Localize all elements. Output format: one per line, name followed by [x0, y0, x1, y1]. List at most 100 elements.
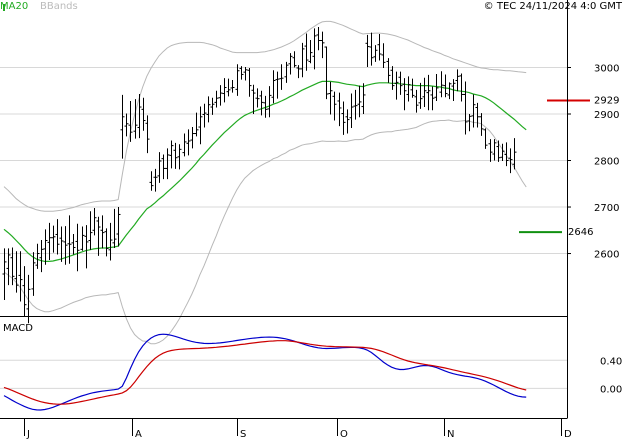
ohlc-bar — [381, 43, 386, 68]
ohlc-bar — [141, 97, 146, 131]
copyright-note: © TEC 24/11/2024 4:0 GMT — [484, 1, 623, 12]
ohlc-bar — [18, 251, 23, 302]
price-tick-label: 2700 — [594, 203, 619, 214]
ohlc-bar — [218, 85, 223, 106]
ohlc-bar — [198, 106, 203, 145]
ohlc-bar — [328, 81, 333, 115]
ohlc-bar — [279, 64, 284, 90]
ohlc-bar — [128, 100, 133, 142]
ohlc-bar — [369, 32, 374, 66]
macd-grid — [0, 359, 567, 389]
ohlc-bar — [332, 91, 337, 121]
ohlc-bar — [100, 215, 105, 249]
ohlc-bar — [133, 99, 138, 139]
ohlc-bar — [271, 70, 276, 104]
levels — [519, 99, 590, 234]
ohlc-bar — [239, 66, 244, 80]
ohlc-bar — [296, 65, 301, 79]
ohlc-bar — [63, 226, 68, 265]
ohlc-bar — [467, 114, 472, 132]
ohlc-bar — [479, 113, 484, 136]
ohlc-bar — [88, 211, 93, 250]
time-tick-label: A — [135, 429, 142, 440]
ohlc-bar — [47, 222, 52, 261]
ohlc-bar — [39, 240, 44, 273]
ohlc-bar — [75, 223, 80, 272]
ohlc-bar — [31, 252, 36, 296]
ohlc-bar — [194, 112, 199, 137]
ohlc-bar — [226, 78, 231, 97]
ohlc-bar — [112, 208, 117, 248]
ohlc-bar — [169, 140, 174, 169]
ohlc-bar — [414, 89, 419, 113]
ohlc-bar — [2, 248, 7, 301]
time-tick-label: S — [240, 429, 246, 440]
ohlc-bar — [137, 94, 142, 139]
ohlc-bar — [157, 152, 162, 183]
ohlc-bar — [430, 86, 435, 111]
ohlc-bar — [67, 215, 72, 264]
ohlc-bar — [410, 78, 415, 98]
time-tick-label: J — [26, 429, 30, 440]
price-tick-label: 2800 — [594, 157, 619, 168]
ohlc-bar — [488, 139, 493, 162]
ohlc-bar — [377, 34, 382, 61]
ohlc-bar — [492, 139, 497, 161]
ohlc-bar — [390, 66, 395, 90]
ohlc-bar — [71, 234, 76, 255]
ohlc-bar — [398, 71, 403, 95]
price-tick-label: 2900 — [594, 110, 619, 121]
ohlc-bar — [439, 71, 444, 98]
ohlc-bar — [459, 73, 464, 102]
ohlc-bar — [14, 251, 19, 293]
ohlc-bar — [353, 89, 358, 120]
ohlc-bar — [337, 92, 342, 127]
ohlc-bar — [259, 90, 264, 116]
ohlc-bar — [108, 222, 113, 261]
ohlc-bar — [22, 266, 27, 317]
ohlc-bar — [312, 28, 317, 70]
ohlc-bar — [463, 81, 468, 135]
ohlc-bar — [386, 58, 391, 83]
ohlc-bar — [96, 216, 101, 256]
ohlc-bar — [512, 138, 517, 170]
ohlc-bar — [316, 27, 321, 51]
macd-line — [3, 333, 527, 411]
price-axis: 2600 2700 2800 2900 3000 — [567, 63, 619, 261]
time-tick-label: D — [564, 429, 572, 440]
ohlc-bar — [406, 76, 411, 102]
ohlc-bar — [222, 78, 227, 103]
ohlc-bar — [202, 103, 207, 128]
ohlc-bar — [235, 64, 240, 96]
ohlc-bar — [182, 133, 187, 157]
ohlc-bar — [304, 33, 309, 71]
ohlc-bar — [55, 219, 60, 255]
ohlc-bar — [161, 154, 166, 180]
ohlc-bar — [230, 80, 235, 93]
ohlc-bar — [251, 84, 256, 114]
price-grid — [0, 66, 567, 255]
ohlc-bar — [361, 83, 366, 114]
ohlc-bar — [483, 128, 488, 149]
ohlc-bar — [124, 113, 129, 137]
ohlc-bar — [365, 34, 370, 68]
bollinger-upper-band — [3, 20, 527, 212]
resistance-label: 2929 — [594, 96, 619, 107]
ohlc-bar — [214, 90, 219, 108]
ohlc-bar — [104, 228, 109, 257]
ohlc-bar — [451, 79, 456, 101]
ohlc-bar — [177, 144, 182, 170]
macd-label: MACD — [3, 323, 33, 334]
ohlc-bar — [324, 46, 329, 100]
price-tick-label: 2600 — [594, 250, 619, 261]
ohlc-bar — [35, 243, 40, 269]
bbands-legend-label: BBands — [40, 1, 78, 12]
ohlc-bar — [443, 74, 448, 98]
ohlc-bar — [120, 94, 125, 159]
ohlc-bar — [275, 71, 280, 99]
ohlc-bar — [267, 86, 272, 118]
ohlc-bar — [504, 142, 509, 167]
ohlc-bar — [455, 69, 460, 92]
ohlc-bar — [434, 74, 439, 101]
